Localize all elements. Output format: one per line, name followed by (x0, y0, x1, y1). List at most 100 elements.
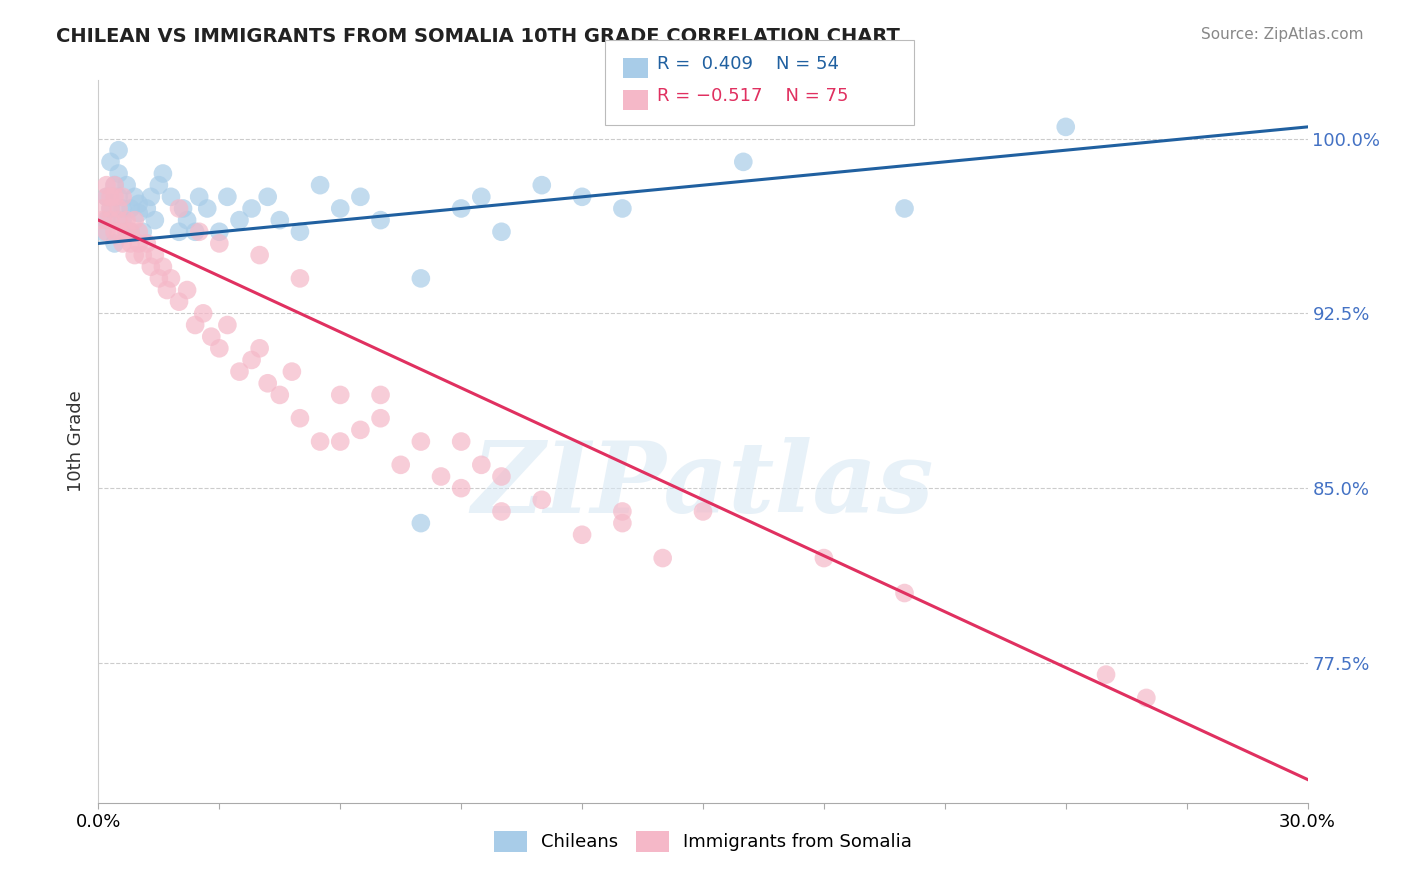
Point (200, 329, 222, 343)
Point (217, 190, 239, 204)
Point (491, 225, 513, 239)
Point (409, 271, 432, 285)
Legend: Chileans, Immigrants from Somalia: Chileans, Immigrants from Somalia (486, 823, 920, 859)
Point (450, 434, 472, 449)
Point (530, 178, 553, 193)
Point (370, 411, 392, 425)
Point (813, 551, 835, 566)
Point (389, 458, 412, 472)
Point (115, 225, 138, 239)
Point (288, 411, 311, 425)
Point (491, 469, 513, 483)
Point (100, 154, 122, 169)
Point (571, 528, 593, 542)
Y-axis label: 10th Grade: 10th Grade (66, 391, 84, 492)
Point (893, 586, 915, 600)
Point (107, 225, 129, 239)
Point (103, 190, 125, 204)
Point (217, 318, 239, 332)
Point (132, 225, 155, 239)
Point (120, 225, 142, 239)
Point (184, 225, 207, 239)
Point (107, 143, 129, 157)
Point (107, 190, 129, 204)
Point (188, 225, 211, 239)
Point (107, 167, 129, 181)
Text: R =  0.409    N = 54: R = 0.409 N = 54 (657, 55, 838, 73)
Point (124, 190, 146, 204)
Point (100, 202, 122, 216)
Point (571, 190, 593, 204)
Point (111, 236, 134, 251)
Point (143, 248, 166, 262)
Point (470, 458, 492, 472)
Point (115, 178, 138, 193)
Point (160, 190, 183, 204)
Point (167, 225, 190, 239)
Point (96, 213, 118, 227)
Point (167, 202, 190, 216)
Point (111, 190, 134, 204)
Point (167, 294, 190, 309)
Point (135, 236, 157, 251)
Point (132, 248, 155, 262)
Point (91, 202, 114, 216)
Point (530, 492, 553, 507)
Point (184, 318, 207, 332)
Point (349, 190, 371, 204)
Point (240, 202, 263, 216)
Point (128, 225, 150, 239)
Point (450, 481, 472, 495)
Point (329, 434, 352, 449)
Point (143, 213, 166, 227)
Point (228, 213, 250, 227)
Point (309, 434, 332, 449)
Point (139, 190, 162, 204)
Point (124, 213, 146, 227)
Point (172, 202, 194, 216)
Point (96, 225, 118, 239)
Point (111, 213, 134, 227)
Point (128, 236, 150, 251)
Point (103, 178, 125, 193)
Point (120, 202, 142, 216)
Point (176, 283, 198, 297)
Point (152, 260, 174, 274)
Point (612, 504, 634, 518)
Text: Source: ZipAtlas.com: Source: ZipAtlas.com (1201, 27, 1364, 42)
Point (120, 225, 142, 239)
Point (188, 190, 211, 204)
Point (156, 283, 179, 297)
Point (100, 202, 122, 216)
Point (91, 225, 114, 239)
Point (100, 190, 122, 204)
Point (281, 365, 304, 379)
Point (120, 236, 142, 251)
Point (148, 178, 170, 193)
Point (612, 516, 634, 530)
Point (612, 202, 634, 216)
Point (103, 178, 125, 193)
Point (1054, 120, 1077, 134)
Point (195, 202, 218, 216)
Text: R = −0.517    N = 75: R = −0.517 N = 75 (657, 87, 848, 105)
Point (96, 190, 118, 204)
Point (96, 178, 118, 193)
Point (309, 178, 332, 193)
Point (370, 388, 392, 402)
Point (269, 213, 291, 227)
Point (370, 213, 392, 227)
Point (329, 202, 352, 216)
Point (208, 341, 231, 355)
Point (450, 202, 472, 216)
Point (124, 248, 146, 262)
Text: ZIPatlas: ZIPatlas (472, 437, 934, 533)
Point (148, 271, 170, 285)
Point (228, 365, 250, 379)
Point (208, 225, 231, 239)
Text: CHILEAN VS IMMIGRANTS FROM SOMALIA 10TH GRADE CORRELATION CHART: CHILEAN VS IMMIGRANTS FROM SOMALIA 10TH … (56, 27, 900, 45)
Point (249, 248, 271, 262)
Point (111, 202, 134, 216)
Point (329, 388, 352, 402)
Point (349, 423, 371, 437)
